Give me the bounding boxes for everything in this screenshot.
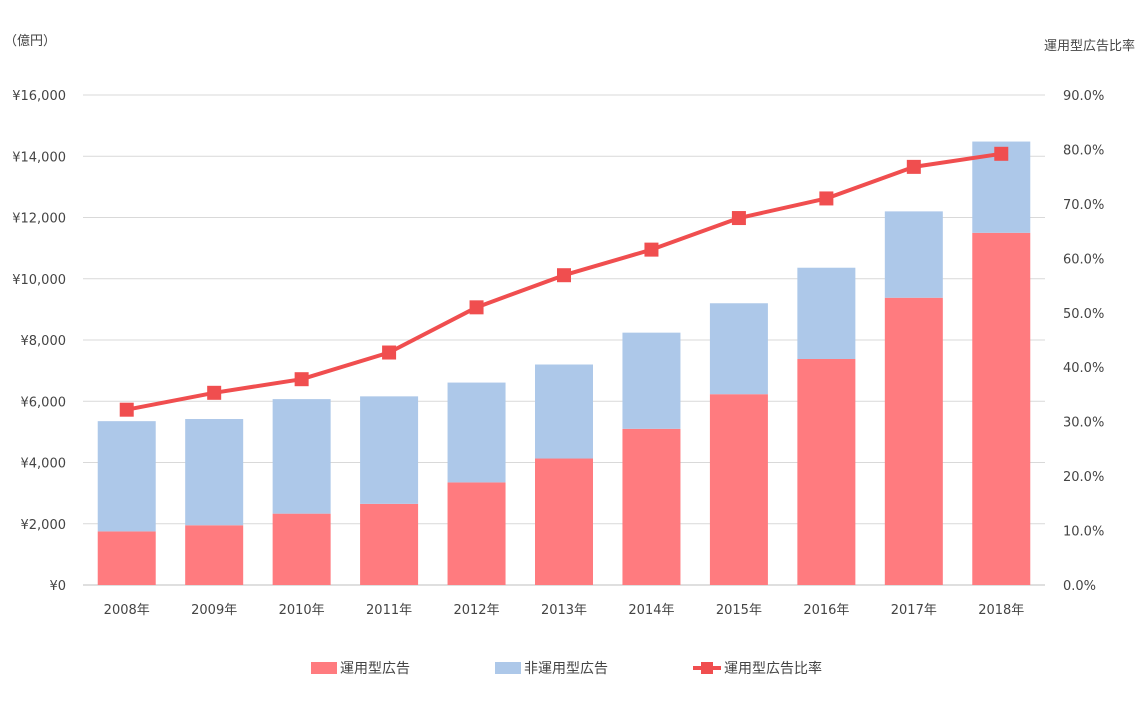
y2-tick-label: 0.0% xyxy=(1063,579,1096,594)
y-tick-label: ¥2,000 xyxy=(21,518,67,533)
bar-segment-hi-unyo xyxy=(709,303,768,395)
bar-segment-hi-unyo xyxy=(884,211,943,298)
y-tick-label: ¥4,000 xyxy=(21,457,67,472)
bar-segment-unyo xyxy=(185,525,244,585)
x-tick-label: 2008年 xyxy=(104,603,150,618)
y2-tick-label: 60.0% xyxy=(1063,252,1104,267)
bar-segment-hi-unyo xyxy=(97,421,156,532)
ratio-marker xyxy=(382,345,397,360)
bar-segment-hi-unyo xyxy=(360,396,419,504)
y-axis-title: （億円） xyxy=(4,33,56,49)
bar-segment-hi-unyo xyxy=(622,332,681,429)
bar-segment-unyo xyxy=(360,503,419,585)
legend: 運用型広告 非運用型広告 運用型広告比率 xyxy=(311,660,822,677)
x-tick-label: 2013年 xyxy=(541,603,587,618)
x-tick-label: 2016年 xyxy=(803,603,849,618)
y-tick-label: ¥12,000 xyxy=(12,212,66,227)
legend-marker xyxy=(701,662,713,674)
y-tick-label: ¥16,000 xyxy=(12,89,66,104)
ratio-marker xyxy=(557,268,571,283)
y-axis-left: ¥0 ¥2,000 ¥4,000 ¥6,000 ¥8,000 ¥10,000 ¥12,000… xyxy=(12,89,66,594)
ratio-marker xyxy=(994,146,1009,161)
bar-segment-unyo xyxy=(709,394,768,585)
legend-swatch xyxy=(495,662,521,674)
bar-segment-hi-unyo xyxy=(272,399,331,514)
x-tick-label: 2014年 xyxy=(628,603,674,618)
ratio-marker xyxy=(469,300,484,315)
y-tick-label: ¥14,000 xyxy=(12,150,66,165)
y2-tick-label: 10.0% xyxy=(1063,525,1104,540)
bar-segment-unyo xyxy=(535,458,593,585)
legend-label: 非運用型広告 xyxy=(524,661,608,677)
bar-segment-unyo xyxy=(884,297,943,585)
bar-segment-unyo xyxy=(97,531,156,585)
x-tick-label: 2011年 xyxy=(366,603,412,618)
bar-segment-unyo xyxy=(272,513,331,585)
x-tick-label: 2010年 xyxy=(279,603,325,618)
ratio-marker xyxy=(819,191,834,206)
bar-segment-unyo xyxy=(972,232,1031,585)
legend-label: 運用型広告比率 xyxy=(724,660,822,677)
y-axis-right: 0.0% 10.0% 20.0% 30.0% 40.0% 50.0% 60.0% 70.0% 8… xyxy=(1063,89,1104,594)
x-tick-label: 2009年 xyxy=(191,603,237,618)
y2-tick-label: 50.0% xyxy=(1063,307,1104,322)
ratio-marker xyxy=(731,211,746,226)
bar-segment-hi-unyo xyxy=(797,267,856,359)
y2-tick-label: 30.0% xyxy=(1063,416,1104,431)
y2-tick-label: 20.0% xyxy=(1063,470,1104,485)
y2-axis-title: 運用型広告比率 xyxy=(1044,38,1135,54)
legend-label: 運用型広告 xyxy=(340,661,410,677)
y2-tick-label: 80.0% xyxy=(1063,143,1104,158)
y-tick-label: ¥8,000 xyxy=(21,334,67,349)
ratio-line xyxy=(119,146,1009,417)
bar-segment-hi-unyo xyxy=(185,419,244,526)
y-tick-label: ¥10,000 xyxy=(12,273,66,288)
x-tick-label: 2012年 xyxy=(453,603,499,618)
y2-tick-label: 70.0% xyxy=(1063,198,1104,213)
bars xyxy=(97,141,1031,585)
y2-tick-label: 40.0% xyxy=(1063,361,1104,376)
y-tick-label: ¥6,000 xyxy=(21,395,67,410)
ratio-marker xyxy=(644,242,659,257)
ratio-marker xyxy=(294,372,309,387)
ratio-marker xyxy=(207,385,222,400)
ratio-marker xyxy=(906,159,921,174)
x-tick-label: 2017年 xyxy=(891,603,937,618)
x-tick-label: 2018年 xyxy=(978,603,1024,618)
bar-segment-unyo xyxy=(797,358,856,585)
bar-segment-hi-unyo xyxy=(447,382,506,483)
bar-segment-unyo xyxy=(622,428,681,585)
bar-segment-unyo xyxy=(447,482,506,585)
x-tick-label: 2015年 xyxy=(716,603,762,618)
legend-swatch xyxy=(311,662,337,674)
y2-tick-label: 90.0% xyxy=(1063,89,1104,104)
ratio-marker xyxy=(119,402,134,417)
x-axis: 2008年 2009年 2010年 2011年 2012年 2013年 2014年 2015年… xyxy=(104,603,1025,618)
bar-segment-hi-unyo xyxy=(535,364,593,459)
y-tick-label: ¥0 xyxy=(49,579,66,594)
